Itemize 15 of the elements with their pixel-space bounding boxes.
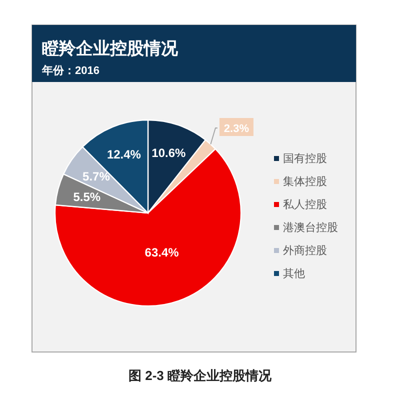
legend-label: 私人控股 [283,199,327,211]
legend-label: 港澳台控股 [283,221,338,234]
chart-title: 瞪羚企业控股情况 [42,39,179,58]
data-label: 2.3% [224,123,250,135]
data-label: 5.7% [82,170,110,184]
legend-label: 其他 [283,267,305,280]
data-label: 5.5% [73,190,101,204]
data-label: 10.6% [152,146,186,160]
caption: 图 2-3 瞪羚企业控股情况 [128,368,273,383]
data-label: 12.4% [106,148,142,162]
data-label: 63.4% [144,246,180,260]
chart-subtitle: 年份：2016 [41,64,100,77]
legend-label: 集体控股 [283,176,327,188]
legend-label: 国有控股 [283,153,327,165]
legend-label: 外商控股 [283,244,327,257]
